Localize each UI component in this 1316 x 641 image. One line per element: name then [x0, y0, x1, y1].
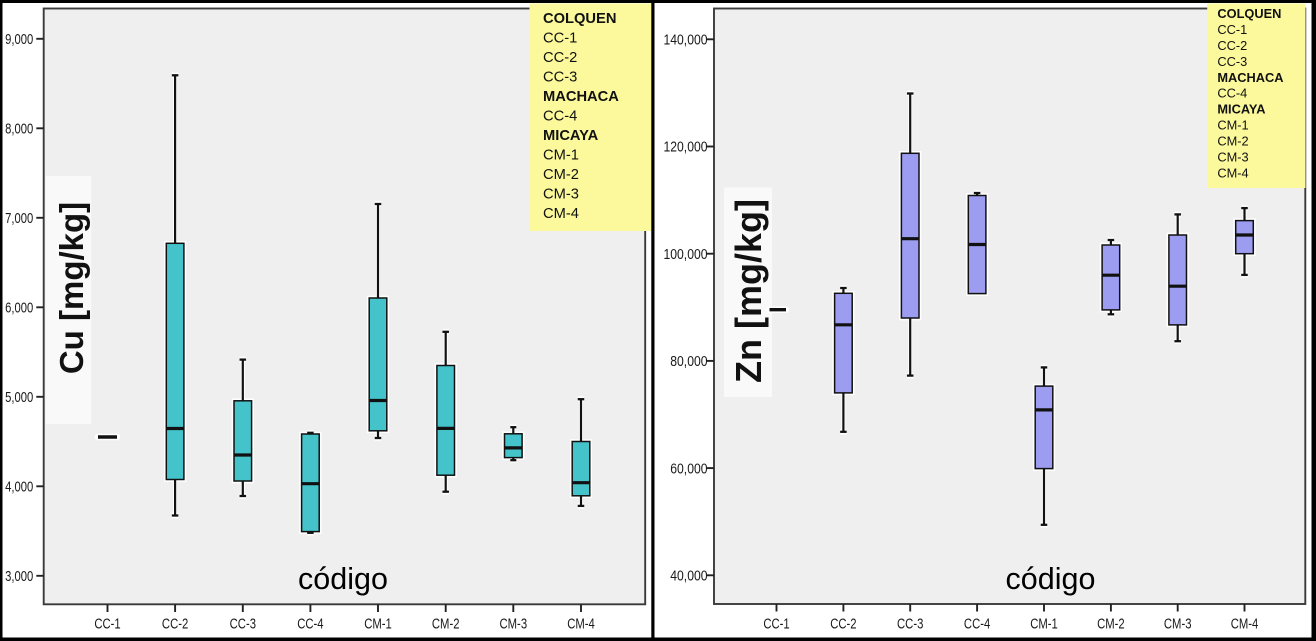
- svg-text:8,000: 8,000: [5, 120, 33, 137]
- svg-text:MICAYA: MICAYA: [1217, 102, 1265, 117]
- svg-text:código: código: [1006, 562, 1096, 596]
- svg-text:MACHACA: MACHACA: [1217, 70, 1283, 85]
- svg-text:4,000: 4,000: [5, 478, 33, 495]
- svg-text:Cu [mg/kg]: Cu [mg/kg]: [53, 202, 90, 374]
- svg-text:CC-4: CC-4: [297, 615, 323, 632]
- svg-text:CC-1: CC-1: [763, 615, 789, 632]
- svg-text:140,000: 140,000: [664, 32, 708, 48]
- svg-text:CC-3: CC-3: [1217, 54, 1247, 69]
- svg-text:CM-1: CM-1: [1217, 118, 1248, 133]
- svg-text:CC-4: CC-4: [964, 615, 990, 632]
- svg-text:CM-3: CM-3: [499, 615, 527, 632]
- svg-text:código: código: [298, 562, 388, 596]
- svg-text:120,000: 120,000: [664, 139, 708, 155]
- svg-text:CC-4: CC-4: [543, 109, 577, 125]
- svg-text:CC-3: CC-3: [543, 70, 577, 86]
- svg-text:MICAYA: MICAYA: [543, 128, 599, 144]
- svg-text:CM-4: CM-4: [543, 206, 579, 222]
- svg-text:CC-2: CC-2: [543, 50, 577, 66]
- svg-text:80,000: 80,000: [670, 353, 707, 369]
- svg-text:MACHACA: MACHACA: [543, 89, 619, 105]
- svg-text:CM-1: CM-1: [1030, 615, 1058, 632]
- svg-text:CC-2: CC-2: [830, 615, 856, 632]
- svg-text:CC-1: CC-1: [94, 615, 120, 632]
- svg-text:COLQUEN: COLQUEN: [543, 11, 616, 27]
- svg-text:100,000: 100,000: [664, 246, 708, 262]
- svg-text:CM-2: CM-2: [543, 167, 579, 183]
- svg-text:COLQUEN: COLQUEN: [1217, 6, 1281, 21]
- svg-text:CM-2: CM-2: [1217, 134, 1248, 149]
- svg-text:60,000: 60,000: [670, 460, 707, 476]
- svg-text:CC-4: CC-4: [1217, 86, 1247, 101]
- svg-text:CM-2: CM-2: [1097, 615, 1125, 632]
- svg-text:CM-3: CM-3: [1217, 149, 1248, 164]
- svg-text:CM-3: CM-3: [543, 187, 579, 203]
- svg-text:40,000: 40,000: [670, 568, 707, 584]
- svg-text:7,000: 7,000: [5, 210, 33, 227]
- svg-text:CM-3: CM-3: [1164, 615, 1192, 632]
- svg-text:CC-3: CC-3: [897, 615, 923, 632]
- svg-text:CM-4: CM-4: [567, 615, 595, 632]
- svg-text:CM-1: CM-1: [543, 148, 579, 164]
- svg-text:CC-2: CC-2: [1217, 38, 1247, 53]
- svg-text:CM-2: CM-2: [432, 615, 460, 632]
- svg-text:6,000: 6,000: [5, 299, 33, 316]
- svg-text:CC-1: CC-1: [543, 31, 577, 47]
- svg-text:CM-4: CM-4: [1217, 165, 1248, 180]
- svg-text:CM-1: CM-1: [364, 615, 392, 632]
- svg-text:3,000: 3,000: [5, 568, 33, 585]
- svg-text:CC-3: CC-3: [230, 615, 256, 632]
- svg-text:Zn [mg/kg]: Zn [mg/kg]: [728, 199, 769, 383]
- svg-text:5,000: 5,000: [5, 389, 33, 406]
- svg-text:CC-2: CC-2: [162, 615, 188, 632]
- svg-text:CM-4: CM-4: [1231, 615, 1259, 632]
- svg-text:9,000: 9,000: [5, 31, 33, 48]
- svg-text:CC-1: CC-1: [1217, 22, 1247, 37]
